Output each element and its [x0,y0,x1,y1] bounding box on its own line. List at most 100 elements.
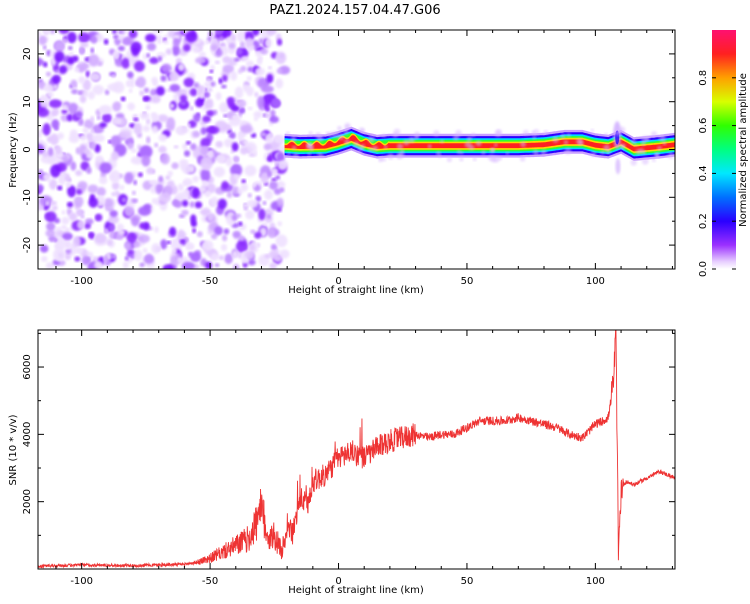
noise-blob [207,87,213,92]
noise-blob [142,53,148,60]
signal-fringe [460,151,464,155]
noise-blob [209,81,216,87]
noise-blob [162,264,174,269]
noise-blob [181,209,189,216]
noise-blob [165,175,171,180]
noise-blob [71,88,79,95]
noise-blob [133,117,139,122]
noise-blob [196,231,203,238]
noise-blob [222,234,228,242]
signal-fringe [657,145,662,151]
signal-fringe [630,159,637,166]
signal-fringe [618,126,626,134]
noise-blob [65,181,72,188]
noise-blob [117,30,124,35]
noise-blob [179,239,186,244]
noise-blob [74,247,84,255]
signal-fringe [630,138,637,145]
noise-blob [46,91,54,98]
noise-blob [250,132,257,138]
noise-blob [111,254,116,260]
noise-blob [139,111,150,120]
noise-blob [61,210,66,215]
noise-blob [234,156,240,163]
noise-blob [240,55,249,62]
noise-blob [54,243,61,250]
noise-blob [75,170,83,177]
noise-blob [214,226,223,236]
noise-blob [107,239,113,246]
noise-blob [230,104,240,112]
noise-blob [243,206,248,211]
noise-blob [271,97,280,107]
signal-fringe [285,131,290,136]
noise-blob [155,183,164,193]
noise-blob [78,32,90,43]
noise-blob [232,250,238,259]
noise-blob [92,134,105,143]
noise-blob [277,221,283,227]
noise-blob [146,167,154,175]
noise-blob [195,56,207,64]
noise-blob [112,30,117,34]
noise-blob [240,41,245,49]
noise-blob [151,243,161,254]
noise-blob [204,261,213,269]
noise-blob [48,99,63,109]
noise-blob [70,161,77,171]
noise-blob [87,54,100,67]
noise-blob [82,127,89,134]
noise-blob [279,187,285,193]
noise-blob [183,188,191,196]
signal-fringe [466,136,472,142]
signal-fringe [590,128,594,132]
noise-blob [128,30,138,39]
x-tick-label: 50 [461,276,474,287]
noise-blob [200,168,211,182]
noise-blob [54,145,62,154]
noise-blob [273,134,286,144]
noise-blob [108,230,115,240]
noise-blob [273,254,283,262]
noise-blob [157,56,163,62]
noise-blob [103,38,109,45]
noise-blob [38,31,42,38]
noise-blob [111,74,116,79]
noise-blob [67,31,77,44]
noise-blob [154,226,159,233]
noise-blob [264,112,271,118]
signal-fringe [357,145,364,152]
noise-blob [226,191,233,198]
noise-blob [247,106,253,111]
noise-blob [160,153,170,165]
noise-blob [98,104,112,115]
noise-blob [173,145,179,149]
noise-blob [171,162,179,170]
noise-blob [276,38,283,46]
signal-fringe [438,155,442,159]
signal-fringe [472,157,477,162]
noise-blob [194,201,203,209]
noise-blob [259,48,269,55]
noise-blob [128,250,133,255]
noise-blob [255,67,266,76]
noise-blob [269,133,273,138]
noise-blob [103,255,109,264]
noise-blob [276,197,284,207]
signal-fringe [353,141,360,148]
noise-blob [151,125,159,134]
noise-blob [58,30,70,35]
noise-blob [254,91,259,98]
noise-blob [192,130,201,138]
noise-blob [264,189,274,200]
noise-blob [214,60,220,65]
noise-blob [222,74,228,82]
noise-blob [39,244,49,253]
noise-blob [90,47,95,54]
signal-fringe [563,140,569,145]
signal-fringe [343,128,349,135]
signal-fringe [317,152,322,157]
signal-fringe [372,145,379,152]
noise-blob [179,195,183,200]
